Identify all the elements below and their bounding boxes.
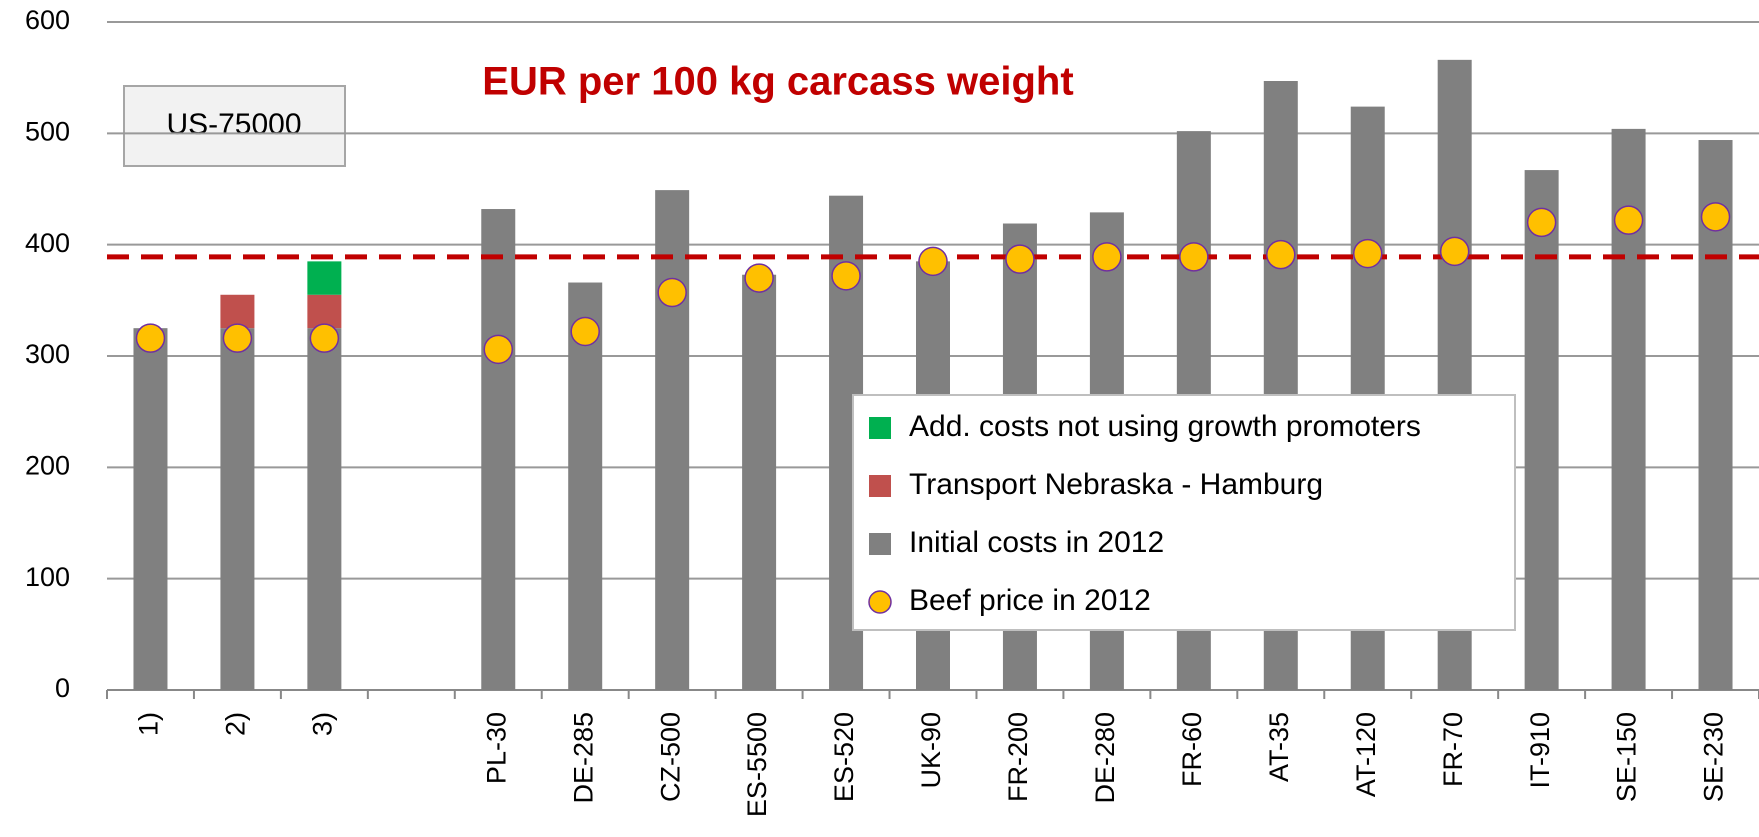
price-dot [657, 277, 687, 308]
price-dot [135, 323, 166, 353]
x-tick-label: 1) [134, 712, 164, 736]
price-dot [1092, 242, 1122, 272]
legend-marker [868, 590, 892, 614]
x-tick-label: ES-520 [829, 712, 859, 802]
x-tick-label: AT-35 [1264, 712, 1294, 782]
price-dot [483, 334, 514, 365]
x-tick-label: FR-70 [1438, 712, 1468, 787]
x-tick-label: SE-150 [1612, 712, 1642, 802]
price-dot [1613, 205, 1644, 235]
price-dot [1700, 202, 1731, 232]
y-tick-label: 400 [25, 228, 70, 258]
bar-segment [133, 328, 168, 690]
y-tick-label: 300 [25, 339, 70, 369]
price-dot [1439, 236, 1470, 267]
bar-segment [220, 294, 255, 329]
price-dot [1352, 238, 1383, 269]
y-tick-label: 0 [55, 673, 70, 703]
price-dot [918, 246, 948, 277]
legend-box [852, 394, 1516, 631]
legend-marker [869, 475, 891, 497]
bar-segment [655, 190, 690, 690]
x-tick-label: CZ-500 [655, 712, 685, 802]
x-tick-label: SE-230 [1699, 712, 1729, 802]
bar-segment [307, 261, 342, 295]
price-dot [309, 323, 340, 353]
x-tick-label: PL-30 [481, 712, 511, 784]
price-dot [744, 263, 774, 293]
bar-segment [220, 328, 255, 690]
y-tick-label: 600 [25, 5, 70, 35]
y-tick-label: 100 [25, 562, 70, 592]
x-tick-label: FR-60 [1177, 712, 1207, 787]
chart-title: EUR per 100 kg carcass weight [482, 60, 1073, 104]
bar-segment [307, 328, 342, 690]
x-tick-label: 2) [221, 712, 251, 736]
legend-label: Add. costs not using growth promoters [909, 410, 1421, 443]
x-tick-label: FR-200 [1003, 712, 1033, 802]
bar-segment [742, 274, 777, 690]
price-dot [1005, 244, 1035, 274]
bar-segment [307, 294, 342, 329]
price-dot [570, 316, 600, 347]
x-tick-label: ES-5500 [742, 712, 772, 817]
y-tick-label: 500 [25, 116, 70, 146]
legend-label: Transport Nebraska - Hamburg [909, 468, 1323, 501]
bar-segment [1524, 170, 1559, 690]
annotation: US-75000 [166, 108, 301, 141]
x-tick-label: UK-90 [916, 712, 946, 789]
legend-marker [869, 533, 891, 555]
price-dot [1526, 207, 1557, 238]
x-tick-label: AT-120 [1351, 712, 1381, 797]
x-tick-label: DE-285 [568, 712, 598, 804]
legend-label: Initial costs in 2012 [909, 526, 1164, 559]
legend-label: Beef price in 2012 [909, 584, 1151, 617]
bar-segment [568, 282, 603, 690]
annotation-box [123, 85, 346, 167]
price-dot [1179, 242, 1209, 272]
y-tick-label: 200 [25, 450, 70, 480]
legend-marker [869, 417, 891, 439]
x-tick-label: 3) [307, 712, 337, 736]
price-dot [831, 261, 861, 291]
price-dot [1266, 239, 1296, 270]
bar-segment [1698, 140, 1733, 691]
x-tick-label: DE-280 [1090, 712, 1120, 804]
x-tick-label: IT-910 [1525, 712, 1555, 789]
bar-segment [481, 209, 516, 691]
price-dot [222, 323, 253, 353]
